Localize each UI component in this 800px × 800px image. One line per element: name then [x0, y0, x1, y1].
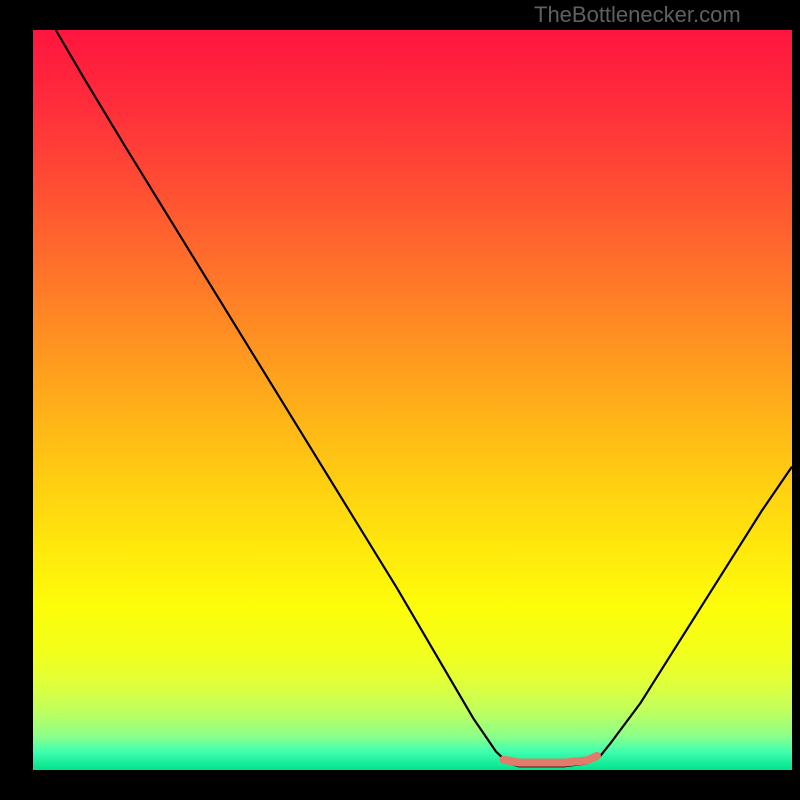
- plot-area: [33, 30, 792, 770]
- watermark-text: TheBottlenecker.com: [534, 2, 741, 28]
- curve-layer: [33, 30, 792, 770]
- flat-region-highlight: [504, 756, 597, 763]
- bottleneck-curve: [56, 30, 792, 766]
